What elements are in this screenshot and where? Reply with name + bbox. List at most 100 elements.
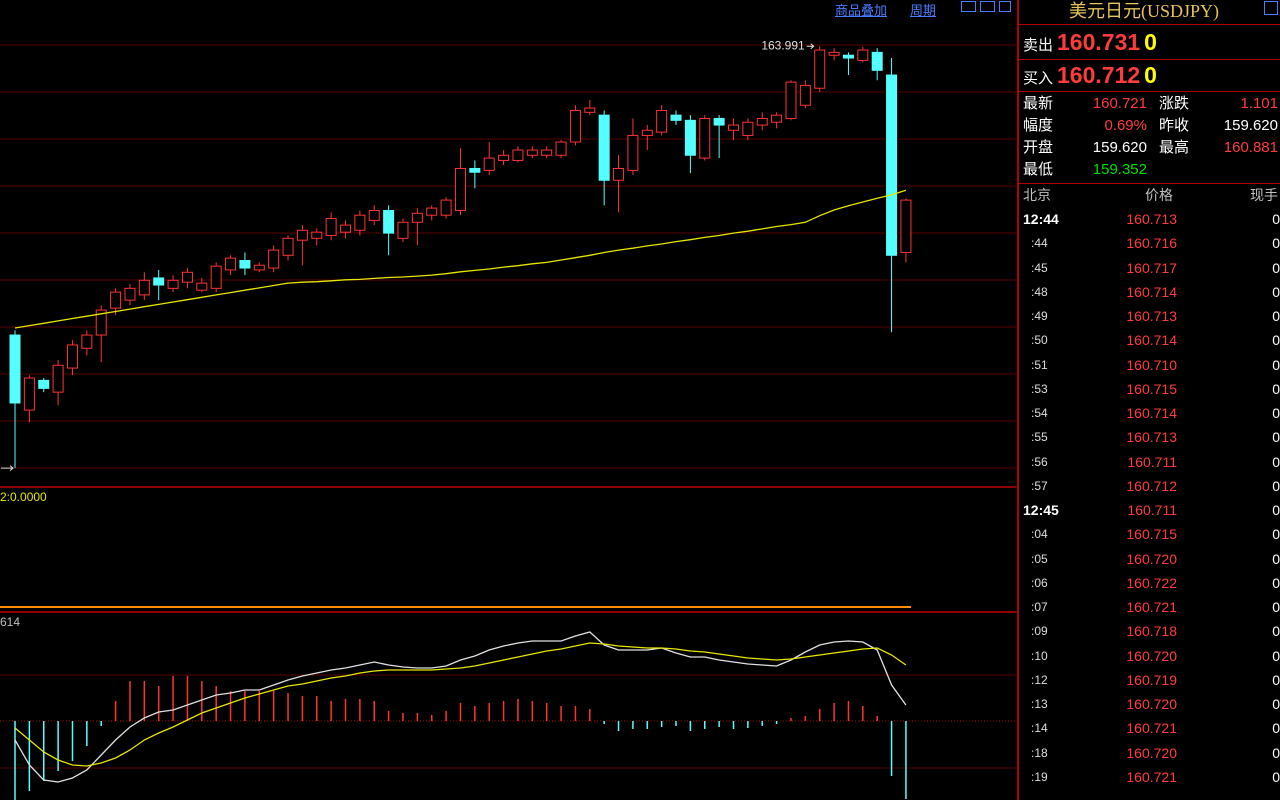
tick-size: 0: [1272, 623, 1280, 640]
stat-label: 最高: [1159, 139, 1190, 156]
tick-price: 160.715: [1126, 526, 1177, 543]
candle-body: [196, 282, 208, 291]
stat-value: 160.881: [1223, 139, 1278, 156]
candle-body: [857, 49, 869, 61]
candle-body: [569, 109, 581, 143]
candle-body: [253, 264, 265, 271]
stat-value: 159.352: [1092, 161, 1147, 178]
volume-label: 2:0.0000: [0, 490, 47, 504]
tick-size: 0: [1272, 671, 1280, 688]
candle-body: [210, 265, 222, 289]
tick-row: :49 160.713 0: [1019, 304, 1280, 328]
candle-body: [512, 149, 524, 161]
stat-label: 最低: [1023, 161, 1054, 178]
tick-size: 0: [1272, 768, 1280, 785]
candle-body: [440, 199, 452, 216]
candle-body: [167, 279, 179, 289]
tick-size: 0: [1272, 283, 1280, 300]
tick-price: 160.720: [1126, 696, 1177, 712]
tick-time: 12:45: [1023, 502, 1059, 518]
tick-row: :18 160.720 0: [1019, 741, 1280, 765]
tick-size: 0: [1272, 453, 1280, 470]
tick-price: 160.714: [1126, 405, 1177, 421]
tick-size: 0: [1272, 574, 1280, 591]
tick-time: 12:44: [1023, 211, 1059, 227]
tick-time: :50: [1031, 333, 1048, 348]
size-header: 现手: [1250, 187, 1278, 203]
candle-body: [340, 224, 352, 233]
candle-body: [498, 154, 510, 161]
macd-dif-line: [14, 631, 907, 783]
tick-row: :06 160.722 0: [1019, 571, 1280, 595]
separator: [1019, 59, 1280, 60]
panel-toggle[interactable]: [1264, 1, 1278, 15]
tick-row: :56 160.711 0: [1019, 450, 1280, 474]
candle-body: [23, 377, 35, 411]
tick-price: 160.715: [1126, 380, 1177, 397]
macd-label: 614: [0, 615, 20, 629]
period-link[interactable]: 周期: [910, 3, 937, 18]
tick-price: 160.714: [1126, 283, 1177, 300]
tick-size: 0: [1272, 744, 1280, 761]
tick-row: :13 160.720 0: [1019, 692, 1280, 716]
candle-body: [886, 74, 898, 256]
buy-size: 0: [1144, 62, 1157, 88]
candle-body: [699, 117, 711, 159]
tick-time: :04: [1031, 527, 1048, 542]
tick-row: :19 160.721 0: [1019, 765, 1280, 789]
tick-price: 160.721: [1126, 768, 1177, 785]
tick-time: :48: [1031, 284, 1048, 299]
candle-body: [383, 209, 395, 234]
candle-body: [411, 212, 423, 223]
candle-body: [311, 231, 323, 239]
tick-price: 160.711: [1127, 502, 1177, 518]
tick-size: 0: [1272, 356, 1280, 373]
candle-body: [454, 167, 466, 211]
low-arrow: [1, 465, 14, 472]
candle-body: [799, 84, 811, 106]
tick-row: :55 160.713 0: [1019, 425, 1280, 449]
stat-value: 159.620: [1092, 139, 1147, 156]
candle-body: [814, 49, 826, 89]
candle-body: [900, 199, 912, 253]
sell-price: 160.731: [1057, 29, 1141, 55]
tick-size: 0: [1272, 526, 1280, 543]
stat-label: 开盘: [1023, 139, 1054, 156]
candle-body: [110, 291, 122, 309]
candle-body: [397, 221, 409, 239]
candle-body: [828, 51, 840, 56]
overlay-link[interactable]: 商品叠加: [835, 3, 888, 18]
scroll-left-button[interactable]: [961, 1, 976, 12]
tick-time: :14: [1031, 721, 1048, 736]
scroll-right-button[interactable]: [980, 1, 995, 12]
candle-body: [181, 271, 193, 283]
tick-price: 160.718: [1126, 623, 1177, 640]
stat-value: 1.101: [1240, 95, 1278, 112]
candle-body: [742, 121, 754, 136]
candle-body: [138, 279, 150, 296]
tick-price: 160.717: [1126, 259, 1177, 276]
tick-time: :55: [1031, 430, 1048, 445]
macd-dea-line: [14, 642, 907, 767]
tick-row: :53 160.715 0: [1019, 377, 1280, 401]
stat-value: 159.620: [1223, 117, 1278, 134]
moving-average: [14, 189, 907, 329]
tick-price: 160.720: [1126, 744, 1177, 761]
stat-label: 昨收: [1159, 117, 1190, 134]
candle-body: [38, 379, 50, 389]
buy-row: 买入 160.712 0: [1023, 62, 1157, 88]
candle-body: [9, 334, 21, 404]
tick-price: 160.713: [1126, 429, 1177, 446]
tick-size: 0: [1272, 477, 1280, 494]
candle-body: [225, 257, 237, 271]
stat-label: 最新: [1023, 95, 1054, 112]
candle-body: [613, 167, 625, 181]
tick-time: :13: [1031, 697, 1048, 711]
candle-body: [483, 157, 495, 171]
tick-time: :10: [1031, 648, 1048, 663]
peak-arrow: [806, 43, 815, 50]
zoom-button[interactable]: [999, 1, 1011, 12]
tick-row: 12:44 160.713 0: [1019, 207, 1280, 231]
tick-size: 0: [1272, 259, 1280, 276]
